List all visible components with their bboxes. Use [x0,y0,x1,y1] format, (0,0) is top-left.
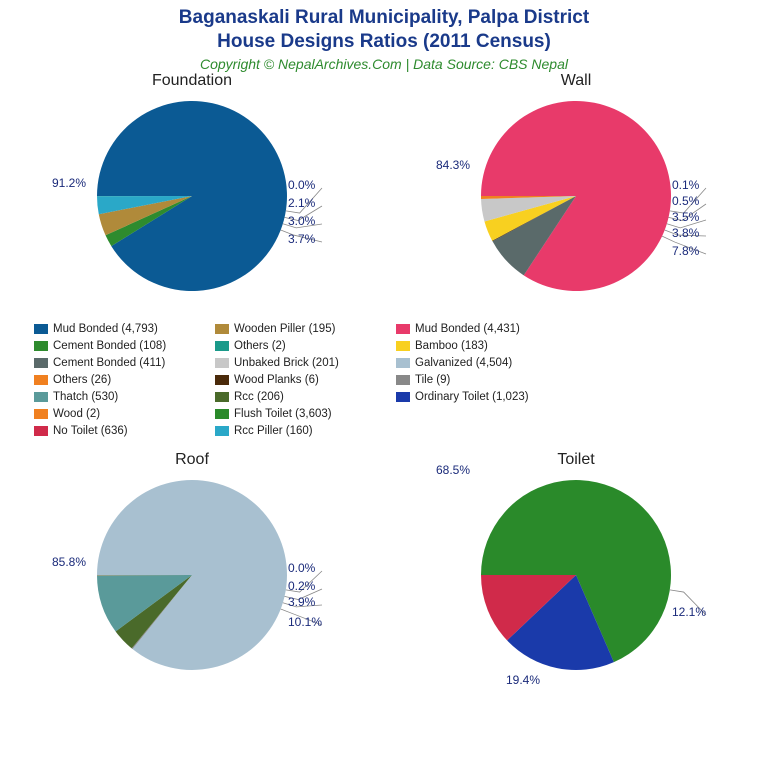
legend-swatch [215,392,229,402]
legend-swatch [215,358,229,368]
legend-item: Cement Bonded (411) [34,355,199,371]
pct-label: 10.1% [288,615,322,629]
legend-item: Mud Bonded (4,431) [396,321,561,337]
charts-bottom-row: Roof 85.8%0.0%0.2%3.9%10.1% Toilet 68.5%… [0,451,768,696]
legend-item: Wood (2) [34,406,199,422]
legend-swatch [396,375,410,385]
pie-svg [436,471,716,691]
legend-label: Ordinary Toilet (1,023) [415,389,529,405]
legend-swatch [34,341,48,351]
legend-label: Others (26) [53,372,111,388]
legend-item: Tile (9) [396,372,561,388]
legend-item: Cement Bonded (108) [34,338,199,354]
legend-item: Mud Bonded (4,793) [34,321,199,337]
legend-label: Unbaked Brick (201) [234,355,339,371]
pie-toilet: 68.5%12.1%19.4% [436,471,716,691]
legend-swatch [396,341,410,351]
title-block: Baganaskali Rural Municipality, Palpa Di… [0,0,768,72]
legend-item: Wooden Piller (195) [215,321,380,337]
pct-label: 0.0% [288,561,315,575]
legend-swatch [396,392,410,402]
pct-label: 0.1% [672,178,699,192]
legend-item: Unbaked Brick (201) [215,355,380,371]
legend-label: No Toilet (636) [53,423,128,439]
pct-label: 3.9% [288,595,315,609]
legend-label: Rcc Piller (160) [234,423,313,439]
pct-label: 0.0% [288,178,315,192]
chart-roof: Roof 85.8% 0.0% 0.2% 3.9% 10.1% [0,451,384,696]
legend-item: Wood Planks (6) [215,372,380,388]
legend-label: Galvanized (4,504) [415,355,512,371]
legend-item: Thatch (530) [34,389,199,405]
page-subtitle: Copyright © NepalArchives.Com | Data Sou… [0,56,768,72]
legend-item: Others (2) [215,338,380,354]
chart-title-roof: Roof [0,451,384,469]
legend: Mud Bonded (4,793)Cement Bonded (108)Cem… [34,321,734,449]
legend-label: Others (2) [234,338,286,354]
legend-item: No Toilet (636) [34,423,199,439]
pct-label: 3.7% [288,232,315,246]
legend-label: Bamboo (183) [415,338,488,354]
legend-swatch [34,426,48,436]
legend-label: Mud Bonded (4,793) [53,321,158,337]
pct-label: 2.1% [288,196,315,210]
pie-wall: 84.3% 0.1% 0.5% 3.5% 3.8% 7.8% [436,92,716,312]
legend-item: Ordinary Toilet (1,023) [396,389,561,405]
legend-swatch [34,375,48,385]
legend-item: Galvanized (4,504) [396,355,561,371]
page-title-line1: Baganaskali Rural Municipality, Palpa Di… [0,6,768,30]
chart-foundation: Foundation 91.2% 0.0% 2.1% 3.0% 3.7% [0,72,384,317]
pct-label: 3.0% [288,214,315,228]
pct-label: 0.5% [672,194,699,208]
legend-label: Wood Planks (6) [234,372,319,388]
legend-swatch [34,324,48,334]
charts-top-row: Foundation 91.2% 0.0% 2.1% 3.0% 3.7% Wall 84… [0,72,768,317]
legend-swatch [215,426,229,436]
legend-label: Rcc (206) [234,389,284,405]
chart-title-foundation: Foundation [0,72,384,90]
pie-foundation: 91.2% 0.0% 2.1% 3.0% 3.7% [52,92,332,312]
legend-label: Wood (2) [53,406,100,422]
pct-label: 84.3% [436,158,470,172]
legend-swatch [396,358,410,368]
pct-label: 68.5% [436,463,470,477]
legend-label: Cement Bonded (108) [53,338,166,354]
pct-label: 3.8% [672,226,699,240]
pct-label: 0.2% [288,579,315,593]
legend-item: Rcc (206) [215,389,380,405]
legend-swatch [215,324,229,334]
legend-swatch [215,409,229,419]
page-title-line2: House Designs Ratios (2011 Census) [0,30,768,54]
legend-swatch [34,409,48,419]
pct-label: 3.5% [672,210,699,224]
legend-label: Wooden Piller (195) [234,321,335,337]
pie-roof: 85.8% 0.0% 0.2% 3.9% 10.1% [52,471,332,691]
chart-title-wall: Wall [384,72,768,90]
legend-label: Tile (9) [415,372,450,388]
legend-label: Thatch (530) [53,389,118,405]
legend-swatch [215,341,229,351]
pct-label: 12.1% [672,605,706,619]
pct-label: 19.4% [506,673,540,687]
legend-swatch [396,324,410,334]
legend-label: Cement Bonded (411) [53,355,165,371]
pct-label: 7.8% [672,244,699,258]
legend-item: Bamboo (183) [396,338,561,354]
pct-label: 85.8% [52,555,86,569]
legend-swatch [34,392,48,402]
legend-item: Others (26) [34,372,199,388]
legend-item: Rcc Piller (160) [215,423,380,439]
legend-label: Flush Toilet (3,603) [234,406,332,422]
pct-label: 91.2% [52,176,86,190]
legend-swatch [34,358,48,368]
legend-label: Mud Bonded (4,431) [415,321,520,337]
legend-swatch [215,375,229,385]
chart-wall: Wall 84.3% 0.1% 0.5% 3.5% 3.8% 7.8% [384,72,768,317]
chart-toilet: Toilet 68.5%12.1%19.4% [384,451,768,696]
legend-item: Flush Toilet (3,603) [215,406,380,422]
